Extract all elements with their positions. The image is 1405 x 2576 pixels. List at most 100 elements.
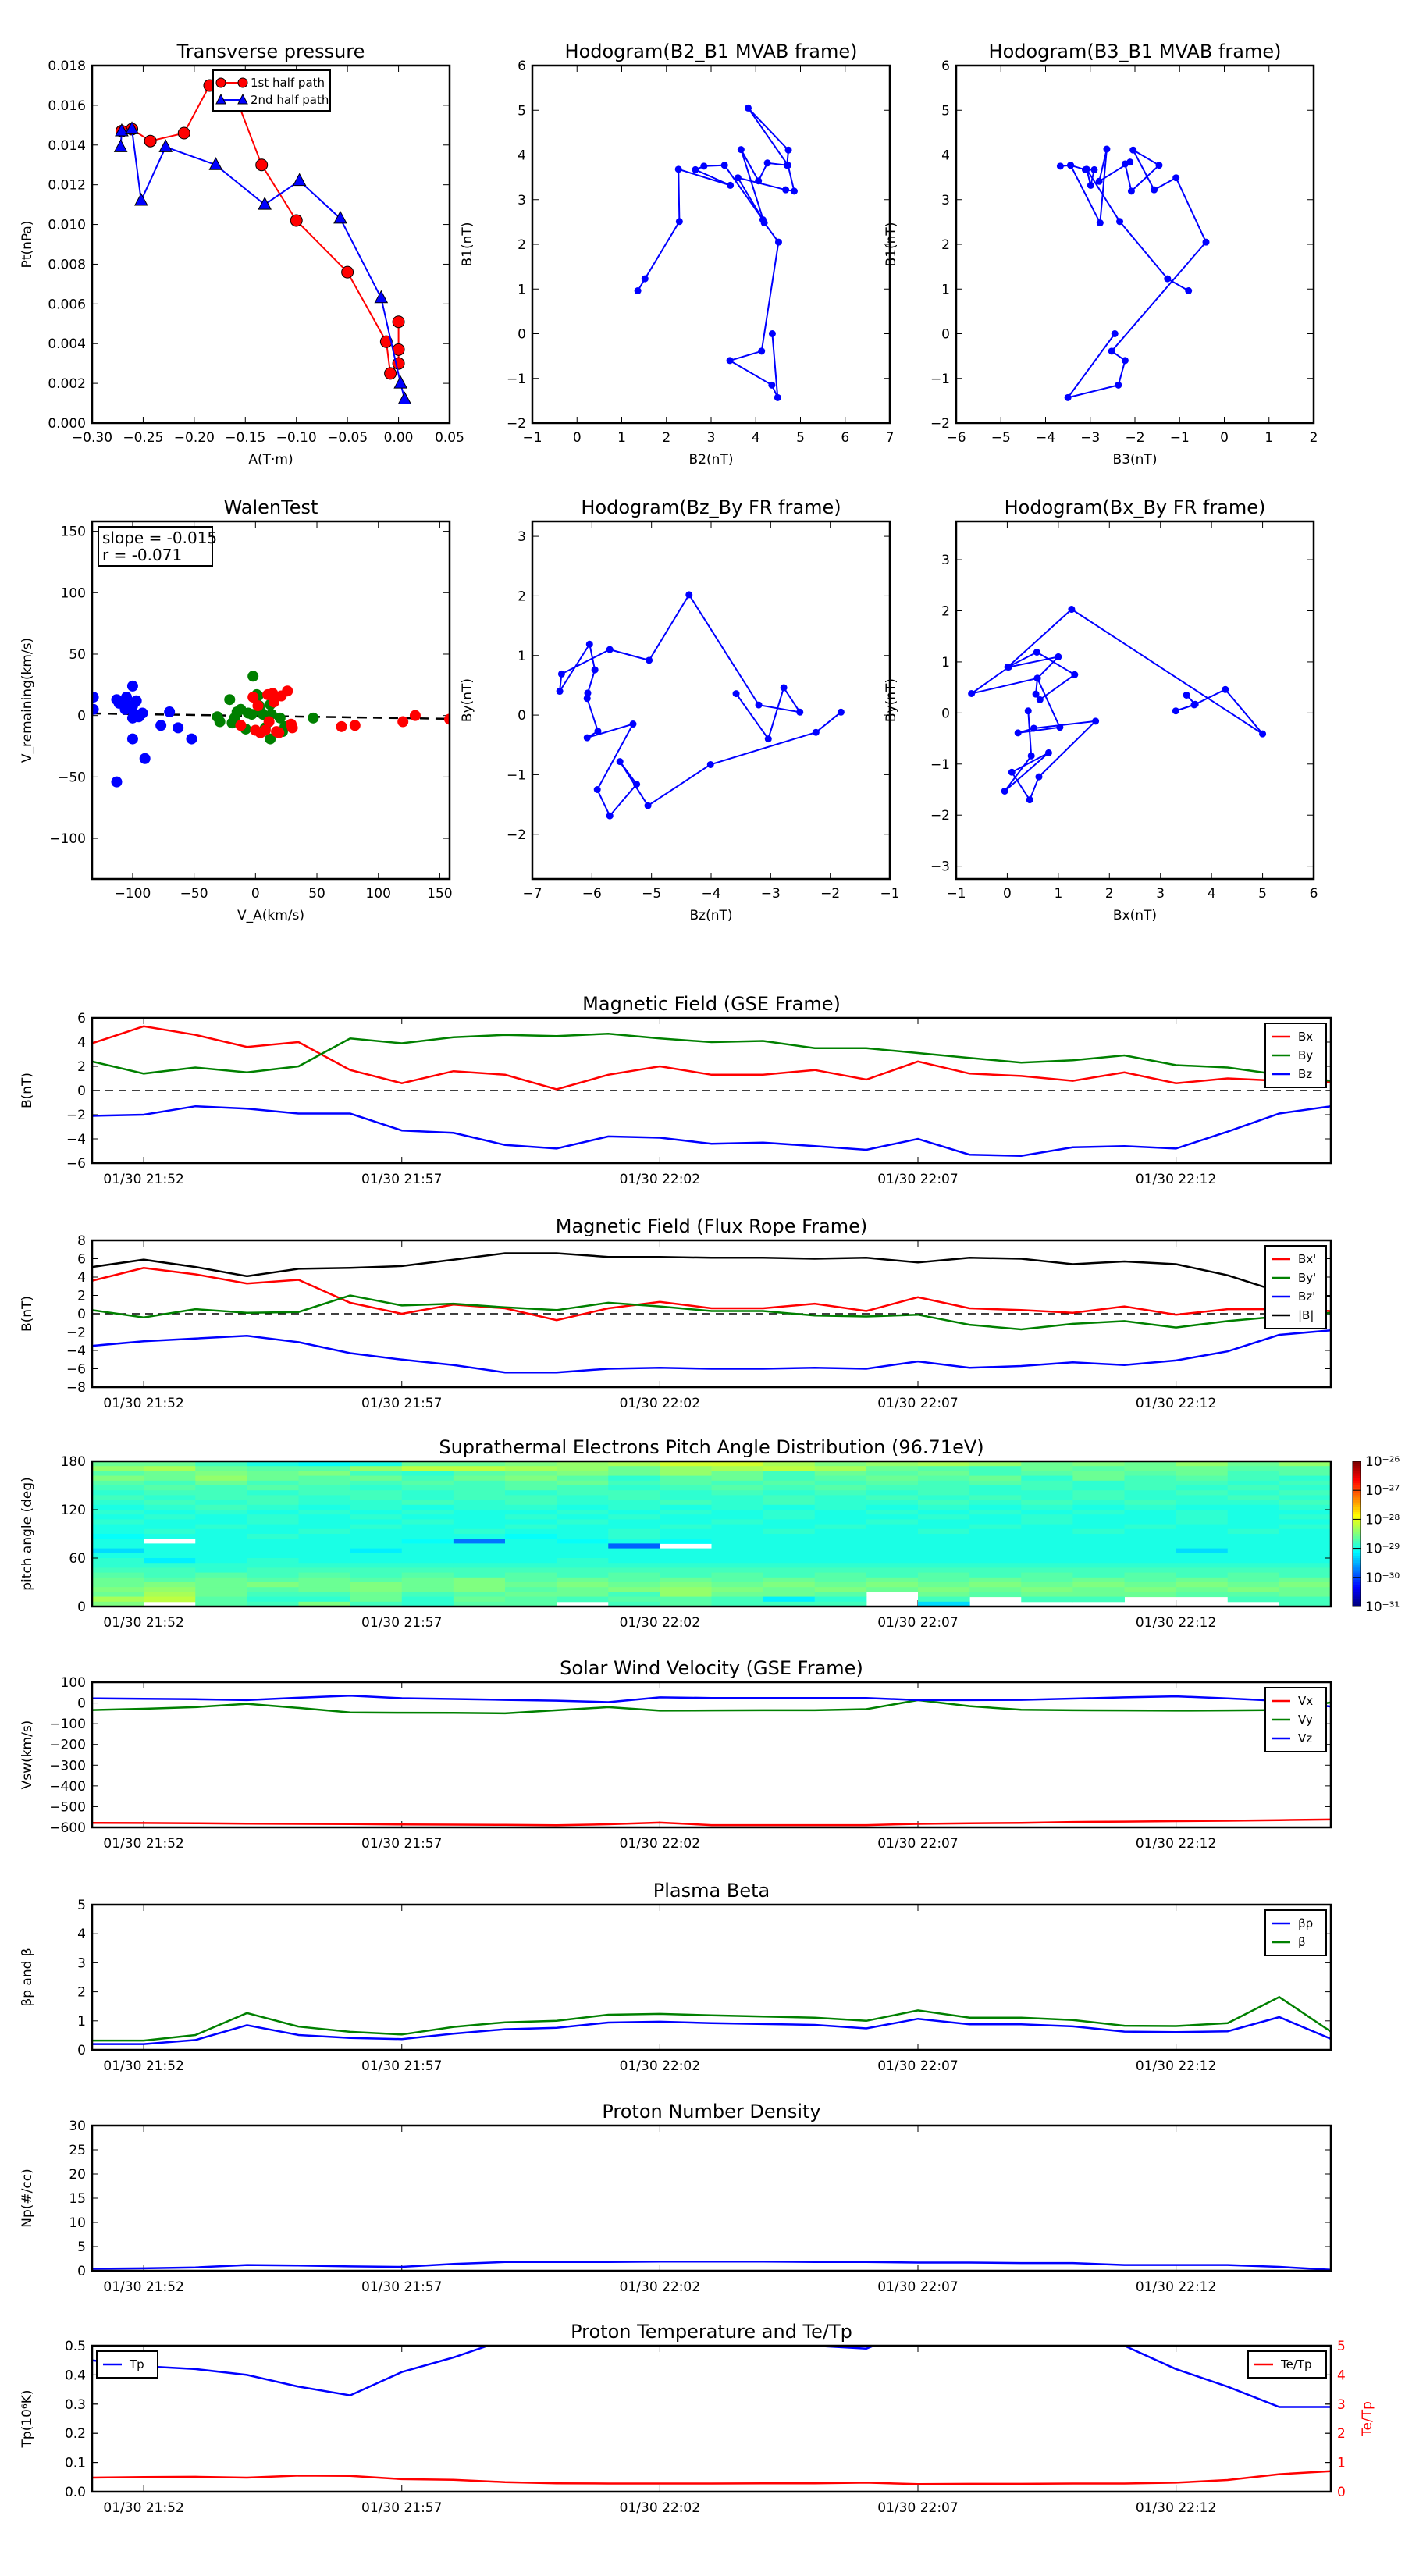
heatmap-cell xyxy=(505,1510,557,1515)
chart-title: Hodogram(Bx_By FR frame) xyxy=(1005,496,1266,518)
heatmap-cell xyxy=(557,1510,609,1515)
heatmap-cell xyxy=(918,1495,970,1501)
y-tick-label: 4 xyxy=(77,1270,86,1286)
y-axis-label: B1(nT) xyxy=(460,222,475,267)
series-line-Np xyxy=(92,2260,1331,2271)
y-axis-label: B(nT) xyxy=(20,1296,35,1332)
heatmap-cell xyxy=(195,1572,247,1578)
heatmap-cell xyxy=(453,1563,506,1568)
y-tick-label: 6 xyxy=(941,59,950,74)
data-point xyxy=(133,192,148,206)
heatmap-cell xyxy=(608,1596,660,1603)
heatmap-cell xyxy=(401,1519,454,1525)
x-tick-label: 6 xyxy=(841,430,849,446)
y-tick-label: −2 xyxy=(930,416,950,432)
colorbar-segment xyxy=(1353,1548,1361,1552)
data-point xyxy=(282,685,293,697)
heatmap-cell xyxy=(350,1596,403,1603)
time-tick-label: 01/30 22:12 xyxy=(1136,2500,1216,2516)
colorbar-segment xyxy=(1353,1497,1361,1501)
heatmap-cell xyxy=(608,1539,660,1544)
x-tick-label: 6 xyxy=(1310,886,1318,902)
x-tick-label: −3 xyxy=(1080,430,1100,446)
time-tick-label: 01/30 22:07 xyxy=(877,1172,958,1187)
chart-title: Solar Wind Velocity (GSE Frame) xyxy=(560,1657,863,1679)
data-point xyxy=(1036,696,1044,703)
heatmap-cell xyxy=(608,1490,660,1496)
data-point xyxy=(384,367,397,380)
heatmap-cell xyxy=(1021,1572,1073,1578)
heatmap-cell xyxy=(711,1510,764,1515)
heatmap-cell xyxy=(918,1490,970,1496)
y-tick-label: 0.0 xyxy=(65,2485,86,2500)
colorbar-label: 10⁻³¹ xyxy=(1365,1599,1400,1615)
heatmap-cell xyxy=(247,1582,299,1588)
heatmap-cell xyxy=(1021,1524,1073,1530)
data-point xyxy=(758,347,766,355)
heatmap-cell xyxy=(247,1567,299,1574)
heatmap-cell xyxy=(557,1543,609,1550)
data-point xyxy=(1172,707,1179,715)
heatmap-cell xyxy=(1124,1485,1177,1491)
x-tick-label: −0.25 xyxy=(123,430,163,446)
colorbar-segment xyxy=(1353,1594,1361,1598)
annotation-line: r = -0.071 xyxy=(102,546,182,564)
data-point xyxy=(186,733,197,745)
heatmap-cell xyxy=(401,1475,454,1482)
data-point xyxy=(1092,717,1100,725)
heatmap-cell xyxy=(505,1601,557,1607)
heatmap-cell xyxy=(298,1558,351,1564)
y-tick-label: 1 xyxy=(518,649,526,664)
heatmap-cell xyxy=(608,1563,660,1568)
y-tick-label: −1 xyxy=(507,372,526,387)
heatmap-cell xyxy=(969,1577,1022,1583)
heatmap-cell xyxy=(1176,1558,1229,1564)
heatmap-cell xyxy=(401,1528,454,1535)
heatmap-cell xyxy=(866,1567,919,1574)
heatmap-cell xyxy=(453,1480,506,1486)
y-tick-label: 0.000 xyxy=(48,416,86,432)
heatmap-cell xyxy=(247,1601,299,1607)
data-point xyxy=(685,591,693,599)
heatmap-cell xyxy=(1279,1471,1332,1477)
data-point xyxy=(246,709,258,720)
heatmap-cell xyxy=(918,1539,970,1544)
heatmap-cell xyxy=(1176,1519,1229,1525)
heatmap-cell xyxy=(660,1480,712,1486)
data-point xyxy=(1035,773,1043,781)
heatmap-cell xyxy=(144,1514,196,1520)
x-tick-label: 7 xyxy=(886,430,895,446)
heatmap-cell xyxy=(1072,1519,1125,1525)
colorbar-segment xyxy=(1353,1572,1361,1576)
heatmap-cell xyxy=(1279,1567,1332,1574)
y-tick-label: −1 xyxy=(930,757,950,773)
heatmap-cell xyxy=(247,1480,299,1486)
heatmap-cell xyxy=(660,1504,712,1510)
heatmap-cell xyxy=(1279,1582,1332,1588)
y-tick-label: 0.2 xyxy=(65,2426,86,2442)
heatmap-cell xyxy=(298,1601,351,1607)
legend-label: Bz xyxy=(1298,1067,1312,1081)
heatmap-cell xyxy=(298,1504,351,1510)
data-point xyxy=(1183,691,1190,699)
heatmap-cell xyxy=(1021,1490,1073,1496)
heatmap-cell xyxy=(195,1475,247,1482)
plot-frame xyxy=(91,1239,1332,1389)
heatmap-cell xyxy=(969,1572,1022,1578)
heatmap-cell xyxy=(814,1582,867,1588)
data-point xyxy=(155,720,167,731)
y-tick-label: 3 xyxy=(941,193,950,208)
heatmap-cell xyxy=(1227,1587,1280,1592)
data-point xyxy=(837,708,845,716)
colorbar-segment xyxy=(1353,1521,1361,1525)
heatmap-cell xyxy=(969,1480,1022,1486)
x-tick-label: 100 xyxy=(365,886,390,902)
heatmap-cell xyxy=(814,1524,867,1530)
heatmap-cell xyxy=(1227,1495,1280,1501)
y-tick-label: 2 xyxy=(518,237,526,253)
heatmap-cell xyxy=(763,1601,816,1607)
colorbar-segment xyxy=(1353,1512,1361,1515)
heatmap-cell xyxy=(350,1587,403,1592)
heatmap-cell xyxy=(1227,1553,1280,1559)
y-tick-label: 0.016 xyxy=(48,98,86,114)
